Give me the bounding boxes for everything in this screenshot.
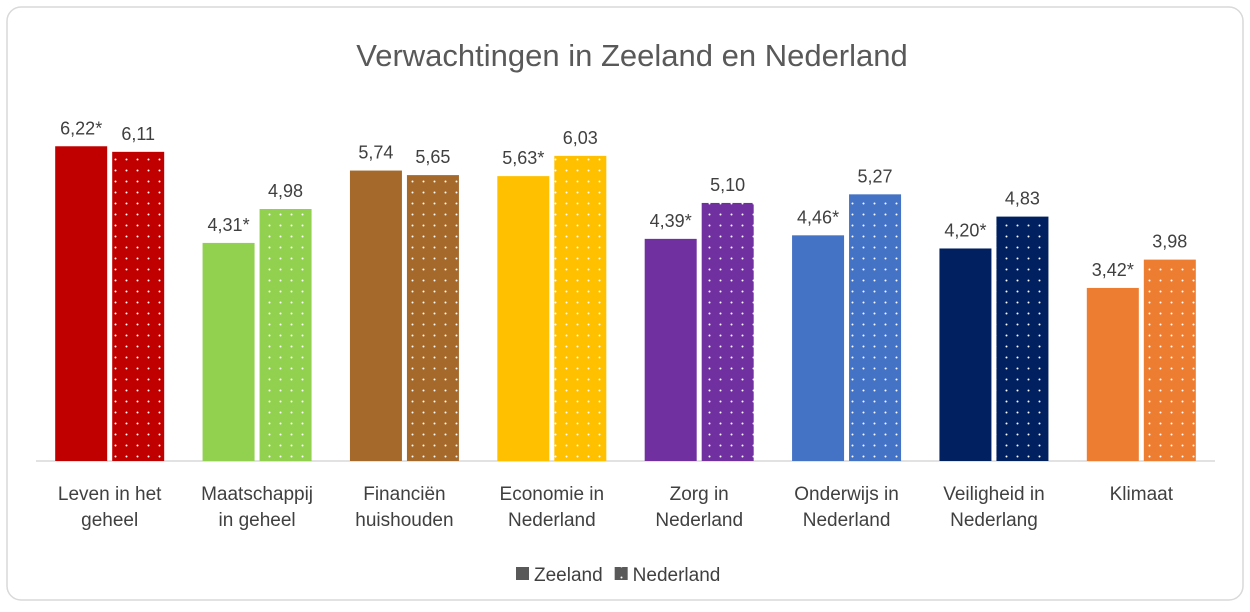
x-tick-label: Zorg in [670,484,729,505]
bar [701,202,754,461]
data-label: 3,42* [1092,260,1134,280]
x-tick-label: Nederland [508,510,596,531]
data-label: 4,20* [944,220,986,240]
bar [939,248,992,461]
data-label: 6,22* [60,118,102,138]
x-tick-label: Nederland [655,510,743,531]
x-tick-label: huishouden [355,510,453,531]
x-tick-label: Klimaat [1110,484,1174,505]
x-tick-label: Economie in [500,484,605,505]
bar [202,242,255,461]
data-label: 6,03 [563,128,598,148]
bar [497,176,550,461]
bar [644,238,697,461]
data-label: 5,27 [858,166,893,186]
legend-label: Zeeland [534,565,603,586]
x-tick-label: Financiën [363,484,445,505]
bar [1143,259,1196,461]
data-label: 5,74 [358,143,393,163]
legend-swatch [614,567,628,580]
legend-swatch [516,567,529,580]
bar [1086,287,1139,461]
x-tick-label: geheel [81,510,138,531]
bar [792,235,845,461]
data-label: 6,11 [121,124,155,144]
data-label: 4,98 [268,181,303,201]
bar [55,146,108,461]
bar [996,216,1049,461]
data-label: 5,65 [415,147,450,167]
x-tick-label: Veiligheid in [943,484,1044,505]
x-tick-label: Maatschappij [201,484,313,505]
data-label: 4,31* [208,215,250,235]
bar [554,155,607,461]
bar [349,170,402,461]
bar [112,151,165,462]
data-label: 4,46* [797,207,839,227]
x-tick-label: in geheel [219,510,296,531]
chart-frame [6,6,1244,601]
x-tick-label: Nederland [803,510,891,531]
data-label: 5,10 [710,175,745,195]
data-label: 5,63* [502,148,544,168]
data-label: 4,39* [650,211,692,231]
chart-title: Verwachtingen in Zeeland en Nederland [356,38,908,73]
x-tick-label: Onderwijs in [794,484,899,505]
legend-label: Nederland [633,565,721,586]
x-tick-label: Nederlang [950,510,1038,531]
data-label: 3,98 [1152,232,1187,252]
x-tick-label: Leven in het [58,484,162,505]
bar [406,175,459,462]
data-label: 4,83 [1005,189,1040,209]
bar [259,209,312,461]
bar [849,194,902,461]
